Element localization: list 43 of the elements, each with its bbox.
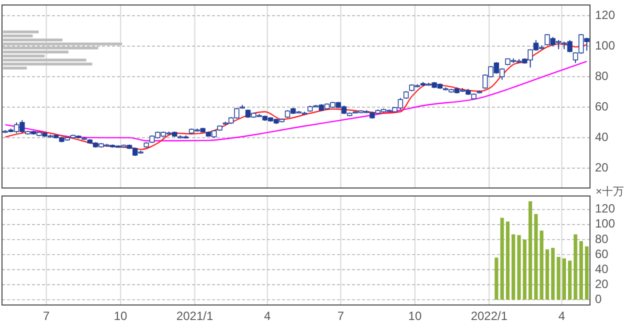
y-tick-label: 0: [595, 292, 602, 306]
x-tick-label: 4: [558, 309, 566, 323]
y-tick-label: 60: [595, 246, 609, 261]
line-series: [4, 60, 588, 142]
text: ×十万: [596, 185, 624, 198]
y-tick-label: 120: [595, 202, 616, 216]
y-tick-label: 60: [595, 99, 609, 114]
bar: [545, 249, 550, 300]
x-tick-label: 10: [114, 309, 128, 323]
y-tick-label: 40: [595, 130, 609, 144]
bar: [500, 218, 504, 300]
y-tick-label: 40: [595, 262, 609, 276]
y-tick-label: 20: [595, 160, 609, 174]
y-tick-label: 80: [595, 68, 609, 83]
x-tick-label: 10: [408, 309, 422, 323]
bar: [551, 248, 555, 300]
bar: [512, 234, 516, 300]
x-tick-label: 7: [337, 309, 344, 323]
x-tick-label: 7: [43, 309, 50, 323]
x-tick-label: 4: [264, 309, 272, 323]
bar: [3, 30, 39, 34]
bar: [522, 240, 526, 300]
x-tick-label: 2022/1: [470, 309, 508, 323]
bar: [506, 222, 510, 300]
bar: [528, 201, 532, 300]
bar: [562, 258, 566, 300]
y-tick-label: 100: [595, 38, 616, 52]
bar: [534, 214, 538, 300]
bar: [556, 256, 560, 300]
y-tick-label: 120: [595, 8, 616, 22]
bar: [540, 230, 544, 300]
y-tick-label: 80: [595, 232, 609, 246]
bar: [574, 234, 578, 300]
bar: [517, 235, 521, 300]
y-tick-label: 20: [595, 276, 609, 291]
bar: [494, 258, 498, 300]
bar: [584, 246, 589, 300]
bar: [3, 42, 122, 46]
x-tick-label: 2021/1: [176, 309, 214, 323]
bar: [568, 260, 572, 300]
bar: [3, 62, 92, 66]
bar: [579, 241, 583, 300]
y-tick-label: 100: [595, 216, 616, 231]
